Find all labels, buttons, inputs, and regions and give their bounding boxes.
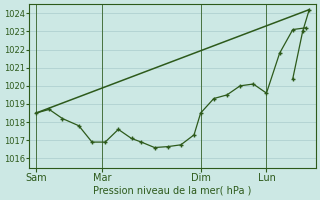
X-axis label: Pression niveau de la mer( hPa ): Pression niveau de la mer( hPa ) bbox=[93, 186, 252, 196]
